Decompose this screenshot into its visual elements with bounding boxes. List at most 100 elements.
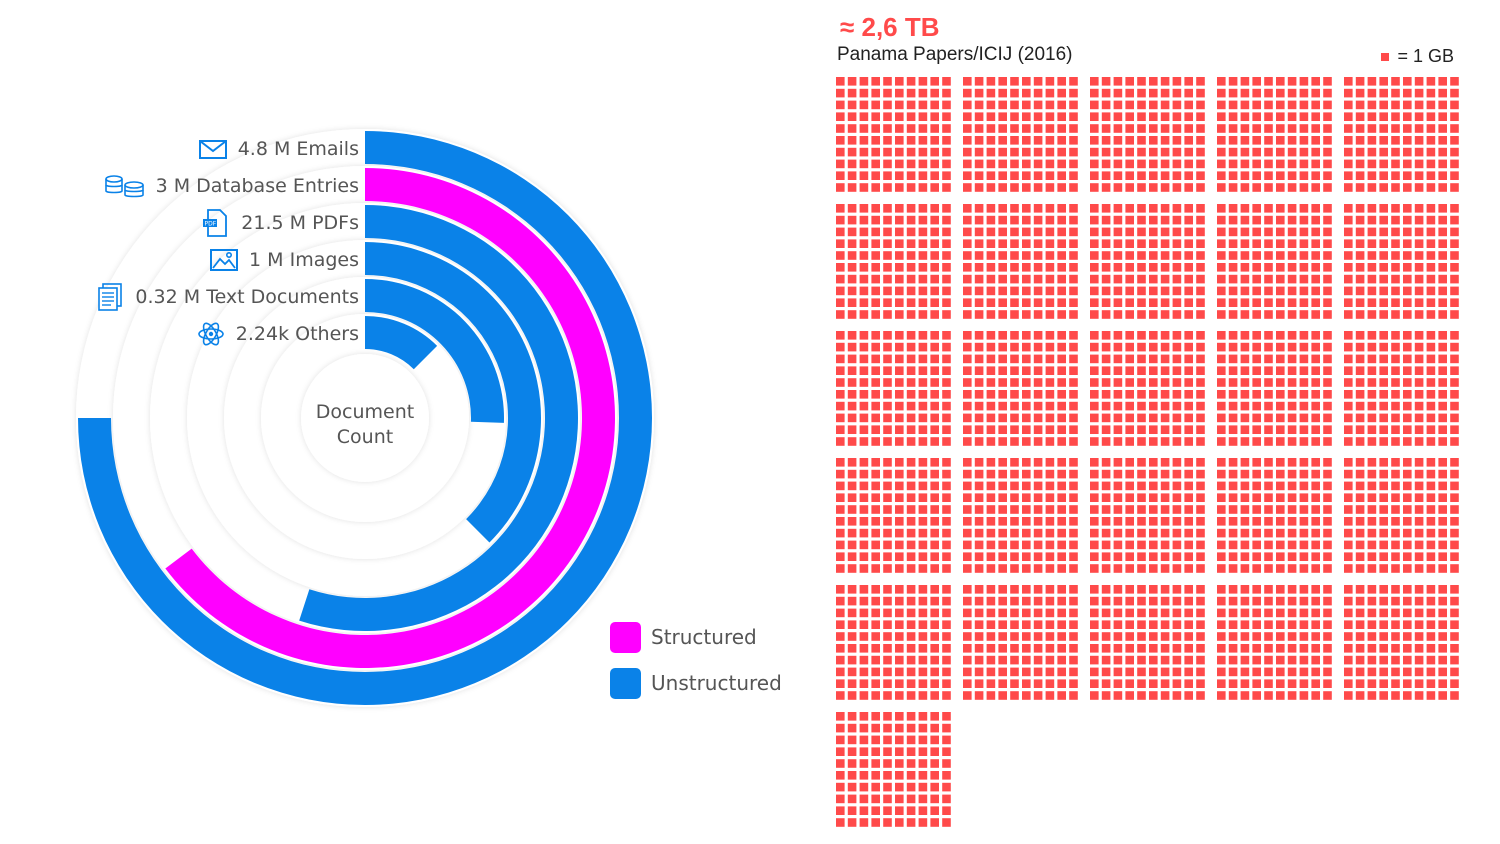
waffle-cell [871, 378, 880, 387]
waffle-cell [1057, 88, 1066, 98]
waffle-cell [1438, 136, 1447, 145]
waffle-cell [1137, 274, 1146, 284]
waffle-cell [1160, 204, 1170, 213]
waffle-cell [906, 112, 916, 121]
waffle-cell [1426, 632, 1436, 641]
waffle-cell [1355, 655, 1365, 665]
waffle-cell [871, 505, 880, 514]
waffle-cell [1264, 263, 1273, 272]
waffle-cell [895, 183, 904, 192]
waffle-cell [974, 390, 984, 399]
waffle-cell [1240, 620, 1250, 629]
waffle-cell [998, 469, 1007, 479]
waffle-cell [1252, 667, 1261, 677]
waffle-cell [1450, 437, 1459, 446]
waffle-cell [1090, 286, 1099, 296]
waffle-cell [974, 458, 984, 467]
waffle-cell [1276, 124, 1285, 133]
waffle-cell [895, 286, 904, 296]
waffle-cell [986, 342, 996, 352]
waffle-cell [883, 124, 892, 133]
center-hub [301, 354, 429, 482]
waffle-cell [986, 425, 996, 434]
waffle-cell [1438, 481, 1447, 491]
waffle-cell [906, 251, 916, 260]
waffle-cell [1264, 378, 1273, 387]
waffle-cell [1101, 366, 1111, 375]
waffle-cell [1355, 517, 1365, 526]
waffle-cell [1160, 481, 1170, 491]
waffle-cell [963, 632, 972, 641]
waffle-cell [1287, 390, 1297, 399]
waffle-cell [1033, 564, 1043, 573]
waffle-cell [1403, 183, 1412, 192]
waffle-cell [1414, 458, 1424, 467]
waffle-cell [1252, 310, 1261, 319]
waffle-cell [1311, 159, 1320, 169]
waffle-cell [1125, 204, 1134, 213]
waffle-cell [1355, 274, 1365, 284]
waffle-cell [1217, 159, 1226, 169]
waffle-cell [963, 644, 972, 653]
waffle-cell [986, 227, 996, 237]
waffle-cell [1022, 88, 1031, 98]
waffle-cell [847, 644, 857, 653]
waffle-cell [1299, 552, 1309, 561]
waffle-cell [1240, 77, 1250, 86]
waffle-cell [1196, 505, 1205, 514]
waffle-cell [1033, 171, 1043, 180]
waffle-cell [986, 100, 996, 110]
waffle-cell [1101, 458, 1111, 467]
waffle-cell [1276, 540, 1285, 550]
waffle-cell [871, 493, 880, 502]
waffle-cell [1391, 136, 1400, 145]
waffle-cell [1045, 390, 1055, 399]
waffle-cell [1426, 493, 1436, 502]
waffle-cell [963, 239, 972, 248]
waffle-cell [1299, 263, 1309, 272]
waffle-cell [883, 366, 892, 375]
waffle-cell [918, 469, 928, 479]
waffle-cell [1149, 251, 1158, 260]
waffle-cell [1240, 528, 1250, 538]
waffle-cell [1311, 401, 1320, 411]
waffle-cell [1276, 77, 1285, 86]
waffle-cell [1276, 437, 1285, 446]
waffle-cell [930, 596, 939, 606]
waffle-cell [1438, 171, 1447, 180]
waffle-cell [883, 771, 892, 780]
waffle-cell [883, 644, 892, 653]
waffle-cell [918, 366, 928, 375]
waffle-cell [1137, 608, 1146, 618]
waffle-cell [1184, 310, 1193, 319]
waffle-cell [1101, 564, 1111, 573]
waffle-cell [918, 274, 928, 284]
waffle-cell [974, 112, 984, 121]
waffle-cell [1414, 147, 1424, 157]
waffle-cell [895, 390, 904, 399]
waffle-cell [1450, 596, 1459, 606]
waffle-cell [1403, 517, 1412, 526]
waffle-cell [1149, 310, 1158, 319]
waffle-cell [1252, 608, 1261, 618]
waffle-cell [1217, 469, 1226, 479]
waffle-cell [1367, 413, 1377, 423]
waffle-cell [883, 608, 892, 618]
waffle-cell [1228, 227, 1238, 237]
waffle-cell [1287, 620, 1297, 629]
waffle-cell [883, 759, 892, 768]
waffle-cell [942, 331, 951, 340]
waffle-cell [1438, 100, 1447, 110]
waffle-cell [1367, 552, 1377, 561]
waffle-cell [986, 310, 996, 319]
waffle-cell [836, 540, 845, 550]
waffle-cell [942, 596, 951, 606]
waffle-cell [1323, 493, 1332, 502]
waffle-cell [974, 493, 984, 502]
waffle-cell [859, 401, 869, 411]
waffle-block [1217, 204, 1332, 319]
waffle-cell [1426, 286, 1436, 296]
waffle-cell [986, 239, 996, 248]
waffle-cell [1113, 552, 1123, 561]
waffle-cell [1252, 171, 1261, 180]
